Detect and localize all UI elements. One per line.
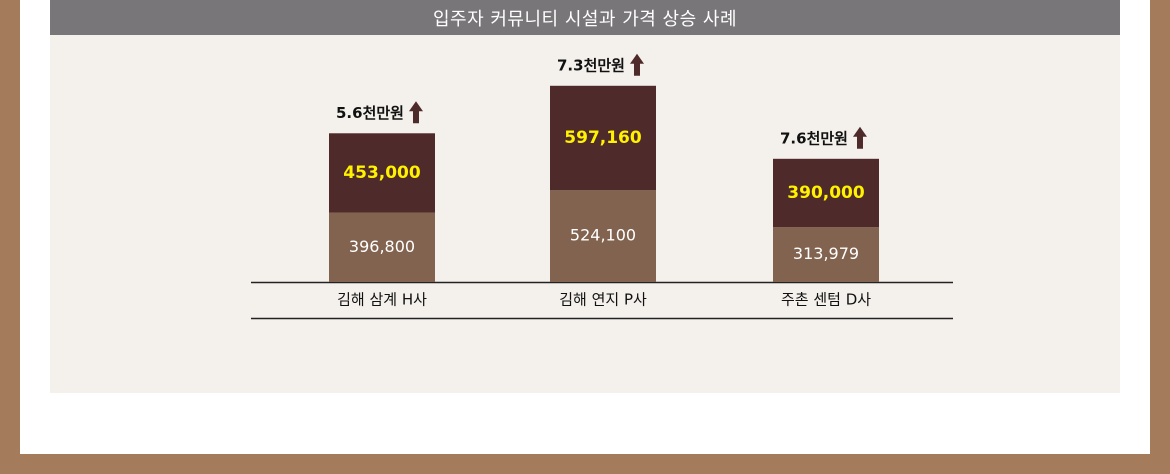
- bar-bottom-segment: [773, 227, 879, 282]
- bar-top-segment: [773, 158, 879, 228]
- x-tick-label: 주촌 센텀 D사: [781, 291, 871, 309]
- x-tick-label: 김해 연지 P사: [559, 291, 647, 309]
- bar-top-value-label: 597,160: [564, 128, 642, 148]
- chart-title: 입주자 커뮤니티 시설과 가격 상승 사례: [50, 0, 1120, 35]
- bar-top-segment: [550, 85, 656, 191]
- bar-total-label: 7.6천만원: [780, 129, 848, 147]
- bar-top-segment: [329, 133, 435, 213]
- bar-total-label: 5.6천만원: [336, 104, 404, 122]
- bar-bottom-value-label: 524,100: [570, 226, 636, 245]
- bar-total-label: 7.3천만원: [557, 56, 625, 74]
- bar-bottom-segment: [329, 212, 435, 282]
- up-arrow-icon: [408, 101, 423, 124]
- bar-bottom-value-label: 396,800: [349, 237, 415, 256]
- up-arrow-icon: [852, 126, 867, 149]
- bar-top-value-label: 390,000: [787, 183, 865, 203]
- bar-bottom-segment: [550, 190, 656, 282]
- up-arrow-icon: [629, 53, 644, 76]
- x-tick-label: 김해 삼계 H사: [337, 291, 427, 309]
- bar-top-value-label: 453,000: [343, 163, 421, 183]
- bar-bottom-value-label: 313,979: [793, 244, 859, 263]
